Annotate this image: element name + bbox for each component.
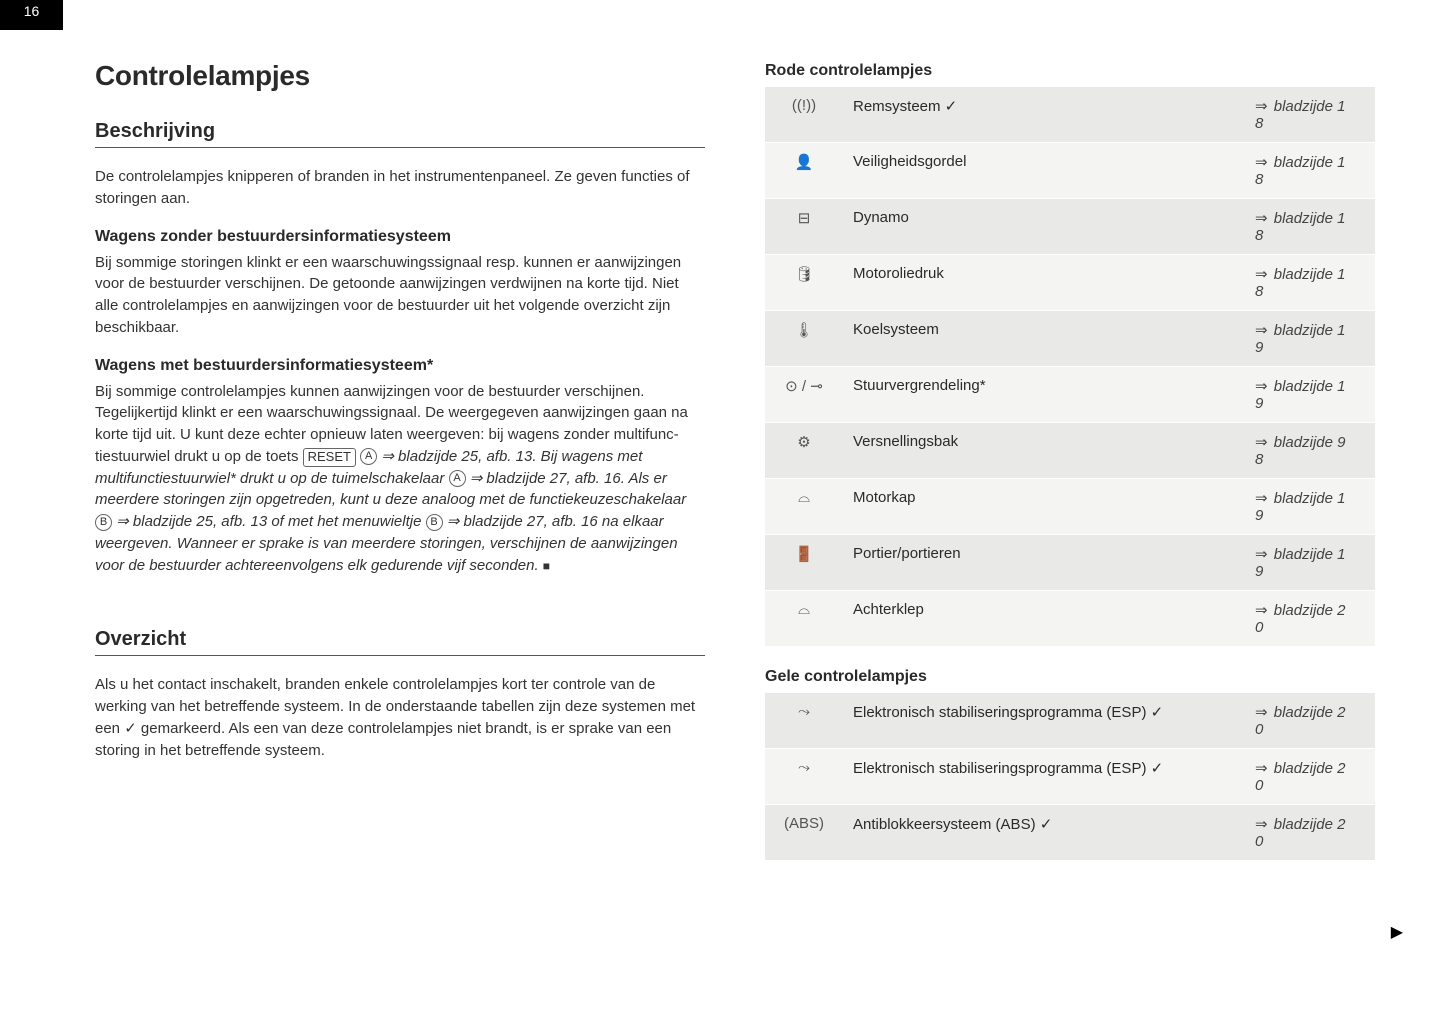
section-overzicht: Overzicht (95, 628, 705, 656)
section-beschrijving: Beschrijving (95, 120, 705, 148)
red-icon-cell: ⊙ / ⊸ (765, 367, 843, 423)
red-page-cell: ⇒ bladzijde 98 (1245, 423, 1375, 479)
red-icon-cell: ((!)) (765, 87, 843, 143)
page-title: Controlelampjes (95, 60, 705, 92)
red-label-cell: Versnellingsbak (843, 423, 1245, 479)
yellow-icon-cell: ⤳ (765, 693, 843, 749)
red-page-cell: ⇒ bladzijde 19 (1245, 367, 1375, 423)
yellow-icon-cell: ⤳ (765, 749, 843, 805)
red-row: 🛢Motoroliedruk⇒ bladzijde 18 (765, 255, 1375, 311)
table-rode-lampjes: ((!))Remsysteem ✓⇒ bladzijde 18👤Veilighe… (765, 86, 1375, 646)
subhead-met: Wagens met bestuurdersinformatiesysteem* (95, 357, 705, 375)
red-page-cell: ⇒ bladzijde 19 (1245, 311, 1375, 367)
red-label-cell: Koelsysteem (843, 311, 1245, 367)
red-icon-cell: 🛢 (765, 255, 843, 311)
red-label-cell: Remsysteem ✓ (843, 87, 1245, 143)
red-icon-cell: 👤 (765, 143, 843, 199)
red-page-cell: ⇒ bladzijde 20 (1245, 591, 1375, 647)
yellow-icon-cell: (ABS) (765, 805, 843, 861)
yellow-label-cell: Antiblokkeersysteem (ABS) ✓ (843, 805, 1245, 861)
para-overzicht: Als u het contact inschakelt, branden en… (95, 674, 705, 761)
red-row: ⊙ / ⊸Stuurvergrendeling*⇒ bladzijde 19 (765, 367, 1375, 423)
red-icon-cell: ⚙ (765, 423, 843, 479)
marker-a-2: A (449, 470, 466, 487)
red-icon-cell: ⌓ (765, 591, 843, 647)
para-zonder: Bij sommige storingen klinkt er een waar… (95, 252, 705, 339)
subhead-gele: Gele controlelampjes (765, 668, 1375, 686)
red-page-cell: ⇒ bladzijde 19 (1245, 535, 1375, 591)
red-page-cell: ⇒ bladzijde 18 (1245, 255, 1375, 311)
red-page-cell: ⇒ bladzijde 19 (1245, 479, 1375, 535)
continue-arrow-icon: ▶ (1391, 922, 1403, 942)
red-row: ⌓Achterklep⇒ bladzijde 20 (765, 591, 1375, 647)
red-row: ⊟Dynamo⇒ bladzijde 18 (765, 199, 1375, 255)
red-label-cell: Motorkap (843, 479, 1245, 535)
marker-b-1: B (95, 514, 112, 531)
red-row: 🚪Portier/portieren⇒ bladzijde 19 (765, 535, 1375, 591)
red-row: ((!))Remsysteem ✓⇒ bladzijde 18 (765, 87, 1375, 143)
red-label-cell: Portier/portieren (843, 535, 1245, 591)
red-page-cell: ⇒ bladzijde 18 (1245, 199, 1375, 255)
table-gele-lampjes: ⤳Elektronisch stabiliseringsprogramma (E… (765, 692, 1375, 860)
red-row: 👤Veiligheidsgordel⇒ bladzijde 18 (765, 143, 1375, 199)
page-number: 16 (0, 0, 63, 30)
reset-key: RESET (303, 448, 356, 467)
yellow-row: (ABS)Antiblokkeersysteem (ABS) ✓⇒ bladzi… (765, 805, 1375, 861)
yellow-label-cell: Elektronisch stabiliseringsprogramma (ES… (843, 749, 1245, 805)
red-icon-cell: ⌓ (765, 479, 843, 535)
yellow-page-cell: ⇒ bladzijde 20 (1245, 693, 1375, 749)
page-content: Controlelampjes Beschrijving De controle… (0, 0, 1445, 922)
yellow-label-cell: Elektronisch stabiliseringsprogramma (ES… (843, 693, 1245, 749)
marker-a-1: A (360, 448, 377, 465)
yellow-row: ⤳Elektronisch stabiliseringsprogramma (E… (765, 693, 1375, 749)
red-icon-cell: 🌡 (765, 311, 843, 367)
red-label-cell: Achterklep (843, 591, 1245, 647)
intro-text: De controlelampjes knipperen of branden … (95, 166, 705, 210)
para-met-4: ⇒ bladzijde 25, afb. 13 of met het menuw… (116, 513, 425, 530)
red-page-cell: ⇒ bladzijde 18 (1245, 87, 1375, 143)
red-label-cell: Stuurvergrendeling* (843, 367, 1245, 423)
yellow-row: ⤳Elektronisch stabiliseringsprogramma (E… (765, 749, 1375, 805)
red-label-cell: Dynamo (843, 199, 1245, 255)
red-icon-cell: 🚪 (765, 535, 843, 591)
end-square-icon: ■ (543, 559, 550, 573)
red-label-cell: Motoroliedruk (843, 255, 1245, 311)
subhead-zonder: Wagens zonder bestuurdersinformatiesyste… (95, 228, 705, 246)
red-page-cell: ⇒ bladzijde 18 (1245, 143, 1375, 199)
red-row: ⌓Motorkap⇒ bladzijde 19 (765, 479, 1375, 535)
red-label-cell: Veiligheidsgordel (843, 143, 1245, 199)
red-row: 🌡Koelsysteem⇒ bladzijde 19 (765, 311, 1375, 367)
red-icon-cell: ⊟ (765, 199, 843, 255)
para-met-4-i: ⇒ bladzijde 25, afb. 13 of met het menuw… (116, 513, 425, 530)
left-column: Controlelampjes Beschrijving De controle… (95, 60, 705, 882)
yellow-page-cell: ⇒ bladzijde 20 (1245, 805, 1375, 861)
para-met: Bij sommige controlelampjes kunnen aanwi… (95, 381, 705, 577)
yellow-page-cell: ⇒ bladzijde 20 (1245, 749, 1375, 805)
marker-b-2: B (426, 514, 443, 531)
red-row: ⚙Versnellingsbak⇒ bladzijde 98 (765, 423, 1375, 479)
subhead-rode: Rode controlelampjes (765, 62, 1375, 80)
right-column: Rode controlelampjes ((!))Remsysteem ✓⇒ … (765, 60, 1375, 882)
